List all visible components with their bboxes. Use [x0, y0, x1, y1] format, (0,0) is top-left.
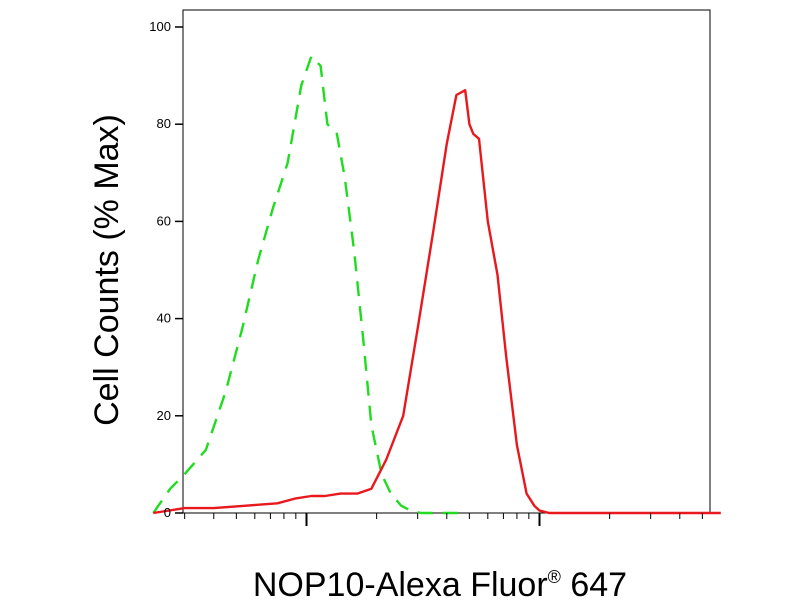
- y-tick-label: 40: [157, 311, 171, 326]
- plot-area: [182, 9, 711, 514]
- control-histogram-line: [152, 55, 461, 515]
- x-axis-title-superscript: ®: [548, 567, 561, 587]
- series-layer: [152, 55, 721, 515]
- x-axis-ticks: [184, 513, 703, 526]
- x-axis-title-suffix: 647: [561, 566, 627, 600]
- sample-histogram-line: [153, 88, 721, 515]
- y-tick-label: 100: [149, 19, 171, 34]
- y-tick-label: 20: [157, 408, 171, 423]
- y-axis-title: Cell Counts (% Max): [88, 114, 126, 426]
- y-tick-label: 60: [157, 213, 171, 228]
- y-axis-ticks: 0 20 40 60 80 100: [149, 19, 183, 520]
- x-axis-title: NOP10-Alexa Fluor® 647: [253, 566, 627, 600]
- plot-frame: [182, 9, 711, 514]
- x-axis-title-main: NOP10-Alexa Fluor: [253, 566, 548, 600]
- y-tick-label: 80: [157, 116, 171, 131]
- y-tick-label: 0: [164, 505, 171, 520]
